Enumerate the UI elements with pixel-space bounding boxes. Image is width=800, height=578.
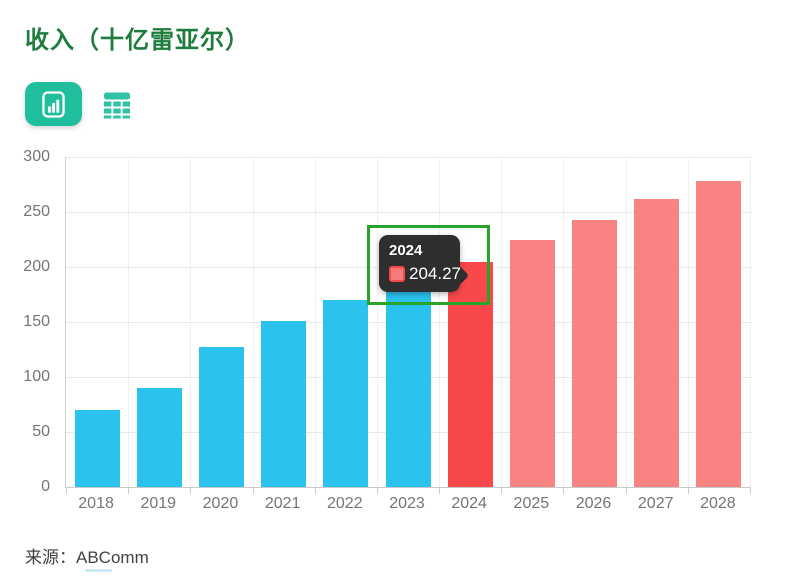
x-axis-tick-11 xyxy=(750,487,751,494)
gridline-x-8 xyxy=(563,157,565,487)
x-axis-tick-3 xyxy=(252,487,254,494)
bar-chart-document-icon xyxy=(42,90,65,118)
chart-view-button[interactable] xyxy=(25,82,82,126)
x-tick-label-2022: 2022 xyxy=(327,495,363,512)
bar-2019[interactable] xyxy=(136,388,182,487)
bar-2020[interactable] xyxy=(198,347,244,487)
x-tick-label-2018: 2018 xyxy=(78,495,114,512)
gridline-x-10 xyxy=(687,157,689,487)
table-grid-icon xyxy=(102,90,132,119)
x-tick-label-2025: 2025 xyxy=(513,495,550,512)
highlight-annotation-box xyxy=(367,225,490,305)
gridline-y-300 xyxy=(66,157,752,158)
bar-2023[interactable] xyxy=(385,283,431,487)
bar-2021[interactable] xyxy=(261,320,307,487)
y-tick-label-100: 100 xyxy=(23,368,50,385)
x-tick-label-2019: 2019 xyxy=(140,495,177,512)
table-view-button[interactable] xyxy=(99,87,135,121)
tooltip-year: 2024 xyxy=(389,242,423,259)
gridline-x-1 xyxy=(128,157,130,487)
gridline-x-4 xyxy=(314,157,316,487)
bar-2027[interactable] xyxy=(634,198,680,487)
x-axis-tick-1 xyxy=(128,487,130,494)
y-tick-label-200: 200 xyxy=(23,258,50,275)
gridline-y-250 xyxy=(66,212,752,213)
gridline-x-2 xyxy=(190,157,192,487)
gridline-x-5 xyxy=(376,157,378,487)
x-axis-tick-0 xyxy=(66,487,67,494)
y-tick-label-300: 300 xyxy=(23,148,50,165)
x-tick-label-2028: 2028 xyxy=(700,495,736,512)
x-axis-tick-4 xyxy=(314,487,316,494)
source-label: 来源：ABComm xyxy=(25,548,149,567)
bar-2028[interactable] xyxy=(696,181,742,487)
x-tick-label-2023: 2023 xyxy=(389,495,425,512)
x-tick-label-2021: 2021 xyxy=(264,495,301,512)
gridline-x-6 xyxy=(439,157,441,487)
bar-2018[interactable] xyxy=(74,410,120,487)
y-tick-label-250: 250 xyxy=(23,203,50,220)
y-axis-labels: 0 50 100 150 200 250 300 xyxy=(0,148,50,495)
x-axis-tick-8 xyxy=(563,487,565,494)
gridline-x-7 xyxy=(501,157,503,487)
y-tick-label-0: 0 xyxy=(41,478,50,495)
x-tick-label-2026: 2026 xyxy=(575,495,612,512)
x-axis-tick-7 xyxy=(501,487,503,494)
x-axis-tick-6 xyxy=(439,487,441,494)
x-axis-tick-5 xyxy=(376,487,378,494)
x-axis-tick-10 xyxy=(687,487,689,494)
x-tick-label-2024: 2024 xyxy=(451,495,487,512)
x-axis-tick-9 xyxy=(625,487,627,494)
bar-2024[interactable] xyxy=(447,262,493,487)
gridline-x-9 xyxy=(625,157,627,487)
tooltip-series-swatch-icon xyxy=(389,266,405,282)
bar-2022[interactable] xyxy=(323,300,369,487)
y-tick-label-50: 50 xyxy=(32,423,50,440)
x-tick-label-2027: 2027 xyxy=(637,495,674,512)
bar-chart-plot-area xyxy=(65,157,752,494)
tooltip-value: 204.27 xyxy=(409,264,461,283)
x-axis-labels: 2018 2019 2020 2021 2022 2023 2024 2025 2026 2027… xyxy=(65,495,749,515)
y-tick-label-150: 150 xyxy=(23,313,50,330)
bar-2026[interactable] xyxy=(572,219,618,487)
x-axis-tick-2 xyxy=(190,487,192,494)
gridline-x-11 xyxy=(750,157,751,487)
x-tick-label-2020: 2020 xyxy=(202,495,239,512)
page-title: 收入（十亿雷亚尔） xyxy=(25,27,250,54)
chart-tooltip: 2024 204.27 xyxy=(379,235,461,292)
gridline-x-3 xyxy=(252,157,254,487)
bottom-artifact-line xyxy=(85,569,112,572)
bar-2025[interactable] xyxy=(509,239,555,487)
